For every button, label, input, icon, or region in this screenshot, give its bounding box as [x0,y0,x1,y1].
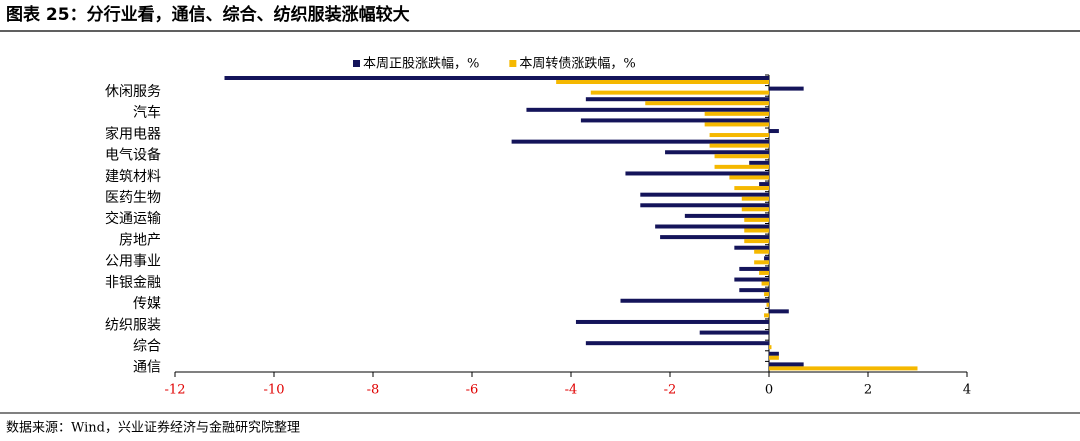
bar [769,129,779,134]
bar [580,118,769,123]
y-tick-label: 医药生物 [105,190,161,206]
x-tick-label: 4 [963,383,971,398]
bar [759,270,769,275]
bar [620,298,769,303]
legend-swatch [509,60,517,67]
y-tick-label: 电气设备 [105,147,161,164]
bar [590,90,769,95]
bar [575,319,769,324]
bar [585,97,769,102]
bar [714,154,769,159]
bar [754,249,769,254]
legend-swatch [353,60,360,67]
bar [739,288,769,293]
y-tick-label: 交通运输 [105,210,161,227]
y-tick-label: 建筑材料 [105,169,161,185]
bar [709,143,769,148]
x-tick-label: -8 [367,383,380,398]
y-tick-label: 公用事业 [105,254,161,270]
bar [764,292,769,297]
bar [769,345,772,350]
bar [729,175,769,180]
bar [759,182,769,187]
bar [739,266,769,271]
y-tick-label: 纺织服装 [105,317,161,333]
bar [769,86,804,91]
bar [766,302,769,307]
x-tick-label: -10 [264,383,285,398]
bar [714,164,769,169]
y-tick-label: 汽车 [133,104,161,121]
bar [640,192,769,197]
bar [704,111,769,116]
bar [769,366,918,371]
bar [585,341,769,346]
bar [699,330,769,335]
x-tick-label: -12 [165,383,186,398]
bar [709,133,769,138]
legend-label: 本周转债涨跌幅，% [519,56,635,72]
y-tick-label: 房地产 [119,232,161,248]
bar [744,239,769,244]
bar [761,281,769,286]
y-tick-label: 家用电器 [105,125,161,142]
y-tick-label: 综合 [133,338,161,354]
bar [741,207,769,212]
bar [769,351,779,356]
bar [511,139,769,144]
bar [640,203,769,208]
bar [741,196,769,201]
x-tick-label: -4 [565,383,578,398]
bar [744,217,769,222]
bar [665,150,769,155]
bar [625,171,769,176]
bar [556,80,769,84]
bar [704,122,769,127]
y-tick-label: 传媒 [133,296,161,312]
bar [224,76,769,80]
x-tick-label: -6 [466,383,479,398]
bar [769,355,779,360]
legend-label: 本周正股涨跌幅，% [363,56,479,72]
x-tick-label: 2 [864,383,872,398]
bar [769,309,789,314]
bar [744,228,769,233]
source: 数据来源：Wind，兴业证券经济与金融研究院整理 [6,420,300,436]
x-tick-label: -2 [664,383,677,398]
y-tick-label: 非银金融 [105,275,161,291]
bar [734,186,769,191]
bar [769,362,804,367]
bar [734,245,769,250]
bar [749,160,769,165]
bar [734,277,769,282]
y-tick-label: 通信 [133,360,161,376]
chart-title: 图表 25：分行业看，通信、综合、纺织服装涨幅较大 [6,4,410,25]
bar [764,313,769,318]
y-tick-label: 休闲服务 [105,84,161,100]
bar [655,224,769,229]
bar [645,101,769,106]
bar [684,213,769,218]
x-tick-label: 0 [765,383,773,398]
bar [526,107,769,112]
bar [660,235,769,240]
bar [764,256,769,261]
bar [754,260,769,265]
